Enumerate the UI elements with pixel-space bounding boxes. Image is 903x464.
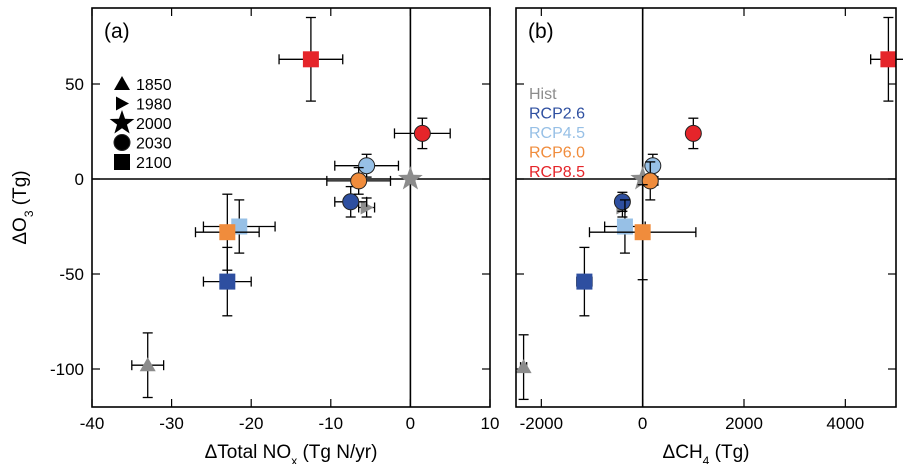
circle-marker: [358, 157, 376, 175]
square-marker: [219, 224, 236, 241]
circle-marker: [413, 124, 431, 142]
data-point: [326, 166, 392, 195]
legend-circle-marker: [113, 134, 131, 151]
legend-right-triangle-marker: [116, 96, 129, 111]
square-marker: [219, 273, 236, 290]
circle-marker: [641, 172, 659, 190]
legend-label: 1850: [136, 77, 172, 94]
legend-series-label: Hist: [529, 86, 557, 103]
y-tick-label: -100: [50, 360, 84, 379]
legend-label: 2000: [136, 116, 172, 133]
x-tick-label: 10: [481, 414, 500, 433]
legend-label: 2030: [136, 136, 172, 153]
square-marker: [616, 218, 633, 235]
x-tick-label: -30: [159, 414, 184, 433]
data-point: [588, 184, 697, 281]
data-point: [202, 199, 276, 254]
square-marker: [576, 273, 593, 290]
legend-series-label: RCP8.5: [529, 164, 585, 181]
panel-b: -2000 0 2000 4000 ΔCH4 (Tg) (b): [515, 7, 903, 464]
x-axis-label: ΔTotal NOx (Tg N/yr): [205, 442, 378, 464]
triangle-marker: [515, 359, 532, 374]
panel-label: (b): [528, 20, 554, 43]
y-axis-label: ΔO3 (Tg): [10, 170, 36, 244]
data-point: [398, 166, 423, 190]
plot-frame: [91, 7, 491, 408]
data-point: [515, 334, 532, 401]
x-tick-label: 4000: [826, 414, 864, 433]
legend-star-marker: [109, 110, 135, 134]
x-tick-label: 0: [406, 414, 415, 433]
x-axis-label: ΔCH4 (Tg): [663, 442, 750, 464]
data-point: [576, 246, 593, 317]
right-triangle-marker: [360, 200, 374, 215]
x-tick-label: 2000: [725, 414, 763, 433]
x-tick-label: -2000: [520, 414, 563, 433]
data-point: [393, 117, 451, 150]
legend-series-label: RCP6.0: [529, 145, 585, 162]
square-marker: [880, 51, 897, 68]
x-tick-label: -10: [319, 414, 344, 433]
plot-frame: [515, 7, 897, 408]
legend-label: 2100: [136, 155, 172, 172]
circle-marker: [684, 124, 702, 142]
data-point: [334, 153, 400, 178]
triangle-marker: [139, 357, 156, 372]
data-point: [194, 193, 260, 271]
square-marker: [302, 51, 319, 68]
legend-series-label: RCP2.6: [529, 106, 585, 123]
star-marker: [398, 166, 423, 190]
data-point: [278, 16, 344, 102]
color-legend: Hist RCP2.6 RCP4.5 RCP6.0 RCP8.5: [529, 86, 585, 181]
circle-marker: [644, 157, 662, 175]
circle-marker: [613, 193, 631, 211]
marker-legend: 1850 1980 2000 2030 2100: [109, 76, 172, 172]
x-tick-label: 0: [638, 414, 647, 433]
data-point: [613, 191, 631, 212]
legend-square-marker: [114, 154, 130, 170]
legend-triangle-marker: [114, 76, 130, 90]
panel-label: (a): [104, 20, 130, 43]
legend-label: 1980: [136, 97, 172, 114]
y-tick-label: 0: [75, 170, 84, 189]
y-tick-label: 50: [65, 75, 84, 94]
circle-marker: [350, 172, 368, 190]
data-point: [684, 117, 702, 150]
square-marker: [634, 224, 651, 241]
x-tick-label: -20: [239, 414, 264, 433]
legend-series-label: RCP4.5: [529, 125, 585, 142]
x-tick-label: -40: [80, 414, 105, 433]
y-tick-label: -50: [59, 265, 84, 284]
data-point: [131, 332, 165, 399]
data-point: [870, 16, 903, 102]
circle-marker: [342, 193, 360, 211]
